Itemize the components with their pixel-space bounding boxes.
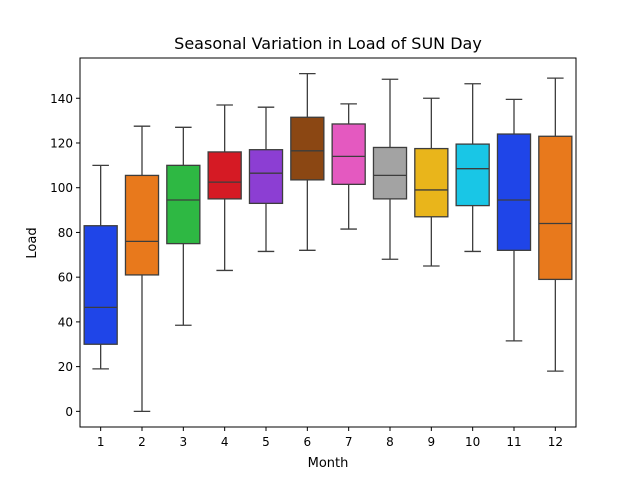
iqr-box	[414, 147, 449, 218]
x-tick-label: 9	[428, 435, 436, 449]
iqr-box	[83, 225, 118, 345]
iqr-box	[207, 151, 242, 200]
box-month-11	[496, 98, 532, 342]
box-month-6	[290, 73, 325, 251]
x-tick-label: 5	[262, 435, 270, 449]
box-month-9	[414, 97, 449, 267]
iqr-box	[496, 133, 532, 251]
x-tick-label: 8	[386, 435, 394, 449]
box-month-2	[124, 125, 160, 412]
y-tick-label: 80	[58, 226, 73, 240]
iqr-box	[331, 123, 366, 186]
x-tick-label: 10	[465, 435, 480, 449]
box-month-8	[372, 78, 408, 260]
box-month-10	[455, 83, 490, 253]
y-tick-label: 120	[50, 136, 73, 150]
x-tick-label: 7	[345, 435, 353, 449]
boxes-layer	[83, 73, 573, 412]
y-axis: 0 20 40 60 80 100 120 140	[50, 92, 80, 419]
chart-title: Seasonal Variation in Load of SUN Day	[174, 34, 482, 53]
x-axis: 1 2 3 4 5 6 7 8 9 10 11 12	[97, 427, 563, 449]
x-tick-label: 4	[221, 435, 229, 449]
y-tick-label: 40	[58, 315, 73, 329]
box-month-12	[538, 77, 573, 372]
iqr-box	[538, 135, 573, 281]
x-tick-label: 1	[97, 435, 105, 449]
iqr-box	[124, 174, 160, 276]
plot-frame	[79, 57, 577, 428]
iqr-box	[248, 149, 284, 205]
y-tick-label: 0	[65, 405, 73, 419]
iqr-box	[372, 146, 408, 200]
iqr-box	[166, 164, 201, 245]
y-tick-label: 140	[50, 92, 73, 106]
box-month-7	[331, 103, 366, 230]
iqr-box	[290, 116, 325, 181]
x-tick-label: 12	[548, 435, 563, 449]
iqr-box	[455, 143, 490, 207]
box-month-3	[166, 126, 201, 326]
x-tick-label: 6	[304, 435, 312, 449]
x-tick-label: 2	[138, 435, 146, 449]
y-tick-label: 100	[50, 181, 73, 195]
y-axis-label: Load	[25, 227, 40, 258]
x-tick-label: 11	[506, 435, 521, 449]
box-month-1	[83, 164, 118, 370]
y-tick-label: 60	[58, 271, 73, 285]
x-tick-label: 3	[180, 435, 188, 449]
box-month-5	[248, 106, 284, 253]
box-month-4	[207, 104, 242, 272]
x-axis-label: Month	[308, 456, 349, 471]
y-tick-label: 20	[58, 360, 73, 374]
